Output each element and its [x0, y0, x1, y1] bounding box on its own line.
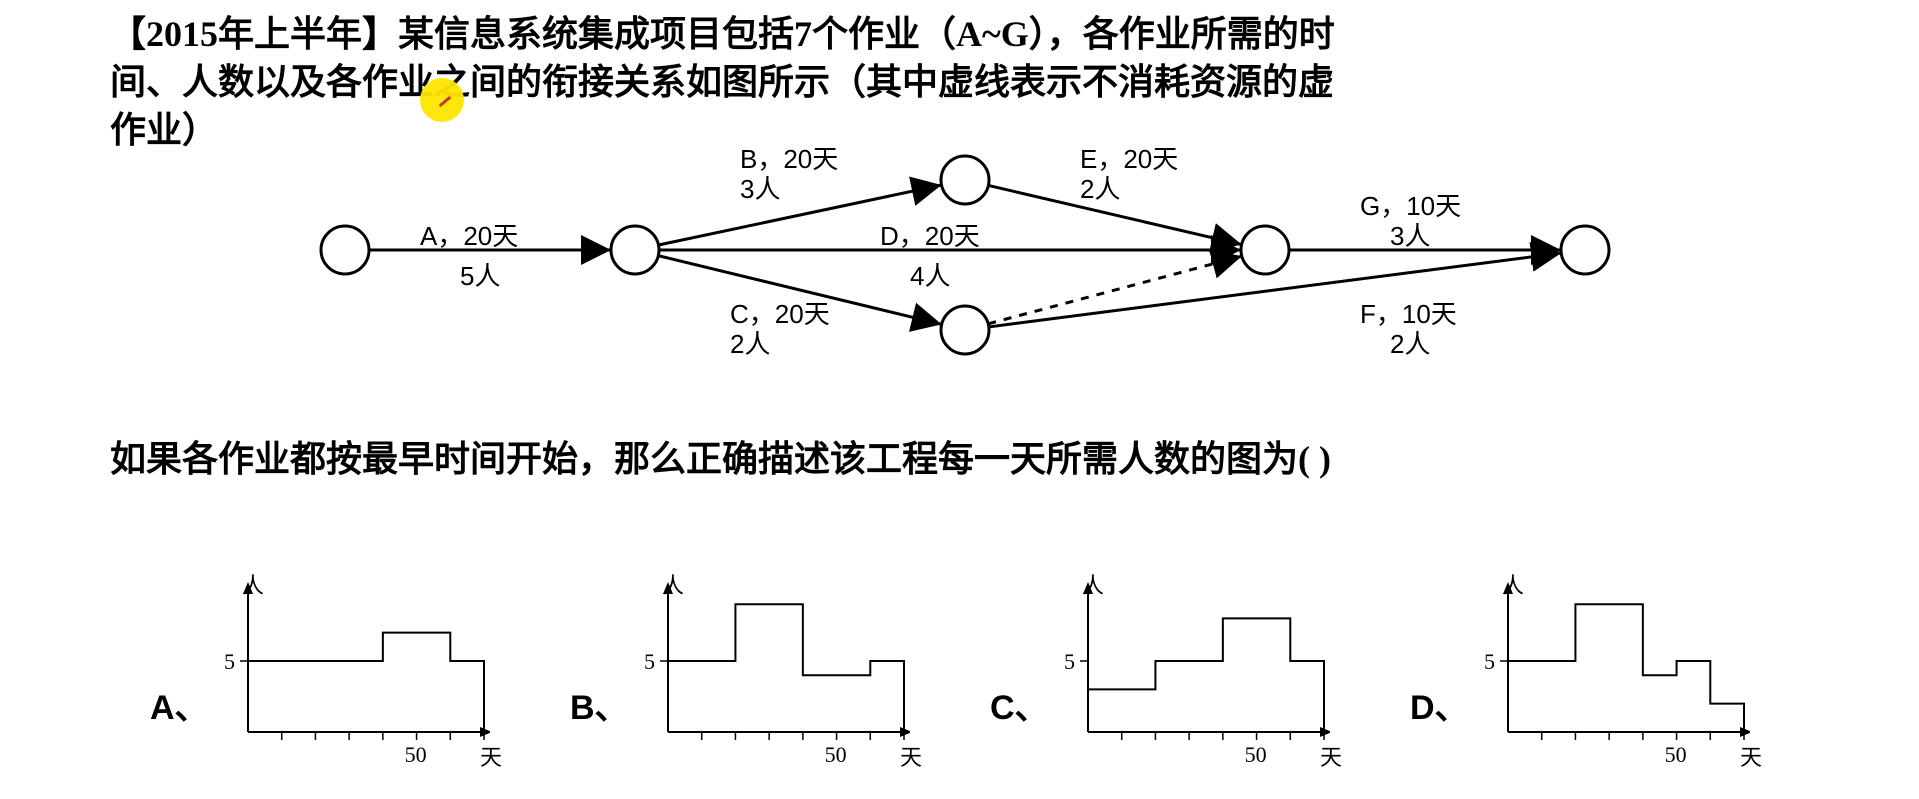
x-tick-label: 50: [825, 742, 847, 768]
option-chart-A: [210, 580, 490, 760]
y-axis-label: 人: [1082, 568, 1104, 600]
edge-label-top: E，20天: [1080, 145, 1178, 173]
step-line: [1088, 618, 1324, 732]
option-chart-B: [630, 580, 910, 760]
question-line-2: 间、人数以及各作业之间的衔接关系如图所示（其中虚线表示不消耗资源的虚: [110, 58, 1334, 106]
edge-label-top: A，20天: [420, 222, 518, 250]
edge-label-top: B，20天: [740, 145, 838, 173]
edge-label-bot: 2人: [1080, 175, 1120, 203]
y-axis-label: 人: [1502, 568, 1524, 600]
option-chart-C: [1050, 580, 1330, 760]
option-label-C[interactable]: C、: [990, 680, 1049, 729]
option-label-A[interactable]: A、: [150, 680, 209, 729]
y-tick-label: 5: [1064, 649, 1075, 675]
edge-label-bot: 4人: [910, 262, 950, 290]
x-axis-label: 天: [900, 740, 922, 772]
node-n5: [1241, 226, 1289, 274]
network-diagram: [300, 135, 1630, 370]
edge-label-top: F，10天: [1360, 300, 1457, 328]
node-n4: [941, 306, 989, 354]
option-label-D[interactable]: D、: [1410, 680, 1469, 729]
question-line-3: 作业）: [110, 106, 218, 154]
step-line: [248, 633, 484, 732]
question-sub: 如果各作业都按最早时间开始，那么正确描述该工程每一天所需人数的图为( ): [110, 430, 1331, 482]
edge-label-bot: 2人: [1390, 330, 1430, 358]
edge-label-bot: 5人: [460, 262, 500, 290]
y-tick-label: 5: [1484, 649, 1495, 675]
edge: [988, 256, 1242, 324]
y-tick-label: 5: [644, 649, 655, 675]
y-axis-label: 人: [242, 568, 264, 600]
node-n3: [941, 156, 989, 204]
highlight-icon: [420, 78, 464, 122]
y-tick-label: 5: [224, 649, 235, 675]
edge-label-bot: 2人: [730, 330, 770, 358]
x-axis-label: 天: [1740, 740, 1762, 772]
x-tick-label: 50: [405, 742, 427, 768]
step-line: [668, 604, 904, 732]
x-axis-label: 天: [480, 740, 502, 772]
edge-label-bot: 3人: [740, 175, 780, 203]
edge-label-top: C，20天: [730, 300, 830, 328]
node-n1: [321, 226, 369, 274]
step-line: [1508, 604, 1744, 732]
y-axis-label: 人: [662, 568, 684, 600]
edge-label-top: D，20天: [880, 222, 980, 250]
option-label-B[interactable]: B、: [570, 680, 629, 729]
edge-label-bot: 3人: [1390, 222, 1430, 250]
x-axis-label: 天: [1320, 740, 1342, 772]
edge-label-top: G，10天: [1360, 192, 1461, 220]
node-n6: [1561, 226, 1609, 274]
option-chart-D: [1470, 580, 1750, 760]
node-n2: [611, 226, 659, 274]
question-line-1: 【2015年上半年】某信息系统集成项目包括7个作业（A~G），各作业所需的时: [110, 10, 1335, 58]
x-tick-label: 50: [1245, 742, 1267, 768]
x-tick-label: 50: [1665, 742, 1687, 768]
